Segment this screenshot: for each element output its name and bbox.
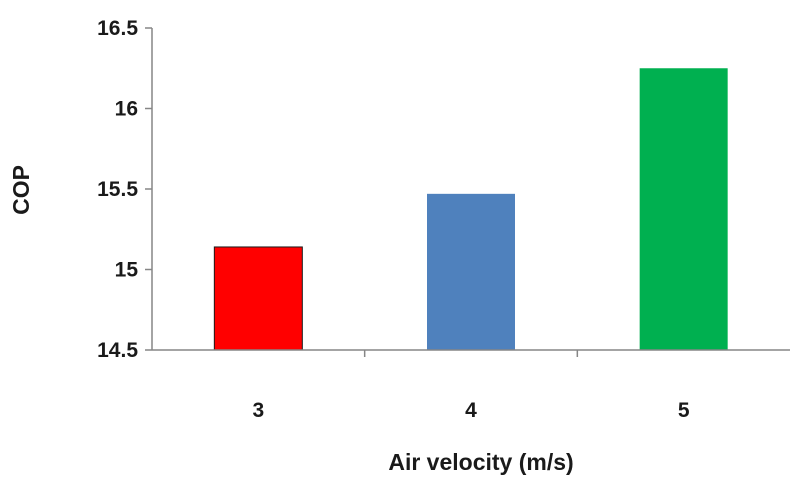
y-tick-label: 16 [115, 98, 138, 121]
bar-4 [427, 193, 515, 350]
y-axis-ticks: 14.5 15 15.5 16 16.5 [97, 17, 152, 362]
y-tick-label: 16.5 [97, 17, 138, 40]
x-tick-label: 5 [678, 399, 690, 422]
x-axis-ticks: 3 4 5 [252, 350, 690, 422]
bar-5 [639, 68, 728, 350]
y-tick-label: 15.5 [97, 178, 138, 201]
plot-area [213, 68, 728, 351]
x-tick-label: 3 [252, 399, 264, 422]
x-tick-label: 4 [465, 399, 477, 422]
y-axis-label: COP [8, 165, 34, 215]
y-tick-label: 14.5 [97, 339, 138, 362]
bar-3 [213, 246, 303, 351]
y-tick-label: 15 [115, 259, 139, 282]
x-axis-label: Air velocity (m/s) [388, 449, 573, 475]
